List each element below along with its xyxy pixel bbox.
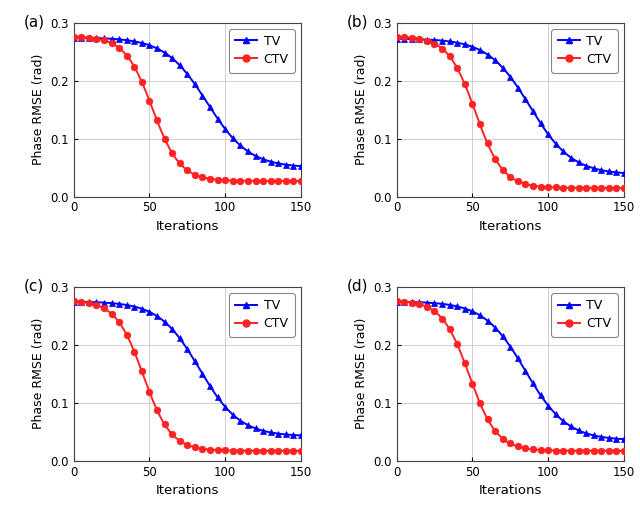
X-axis label: Iterations: Iterations (156, 220, 219, 233)
Text: (b): (b) (346, 14, 368, 29)
Legend: TV, CTV: TV, CTV (228, 293, 295, 336)
Y-axis label: Phase RMSE (rad): Phase RMSE (rad) (355, 318, 367, 430)
Legend: TV, CTV: TV, CTV (552, 293, 618, 336)
Text: (d): (d) (346, 278, 368, 293)
Legend: TV, CTV: TV, CTV (228, 29, 295, 73)
X-axis label: Iterations: Iterations (479, 484, 542, 497)
X-axis label: Iterations: Iterations (479, 220, 542, 233)
Y-axis label: Phase RMSE (rad): Phase RMSE (rad) (355, 54, 367, 165)
X-axis label: Iterations: Iterations (156, 484, 219, 497)
Legend: TV, CTV: TV, CTV (552, 29, 618, 73)
Y-axis label: Phase RMSE (rad): Phase RMSE (rad) (31, 54, 45, 165)
Y-axis label: Phase RMSE (rad): Phase RMSE (rad) (31, 318, 45, 430)
Text: (c): (c) (24, 278, 44, 293)
Text: (a): (a) (24, 14, 45, 29)
